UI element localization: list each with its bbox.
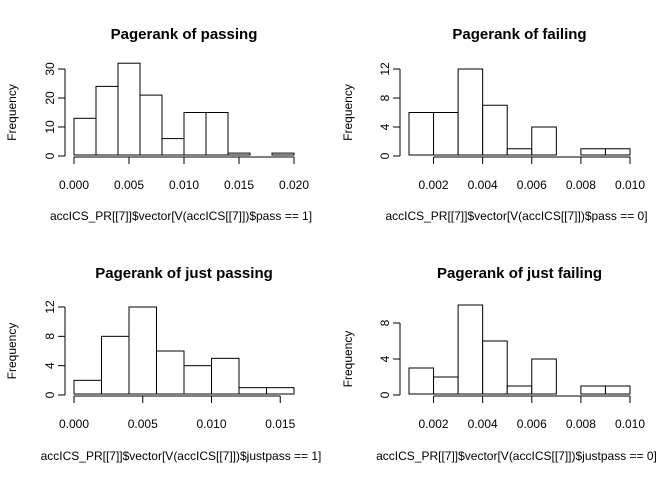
chart-title: Pagerank of just failing: [437, 265, 602, 282]
x-tick-label: 0.005: [128, 417, 158, 431]
x-tick-label: 0.015: [224, 178, 254, 192]
histogram-bar: [531, 358, 557, 395]
histogram-bar: [457, 304, 484, 395]
y-tick-label: 0: [378, 391, 392, 398]
x-axis-label: accICS_PR[[7]]$vector[V(accICS[[7]])$pas…: [385, 209, 647, 223]
chart-title: Pagerank of failing: [452, 26, 586, 43]
x-tick-label: 0.000: [59, 178, 89, 192]
chart-title: Pagerank of passing: [111, 26, 258, 43]
x-tick-label: 0.020: [279, 178, 309, 192]
y-axis-label: Frequency: [341, 331, 355, 388]
histogram-bar: [531, 126, 557, 156]
histogram-bar: [183, 365, 212, 395]
y-tick-label: 0: [378, 152, 392, 159]
histogram-bar: [211, 357, 240, 395]
y-tick-label: 20: [43, 91, 57, 105]
histogram-bar: [604, 148, 631, 156]
x-tick-label: 0.000: [59, 417, 89, 431]
histogram-panel-4: Pagerank of just failing 0.002 0.004 0.006 0…: [341, 265, 657, 463]
histogram-bar: [101, 335, 130, 395]
histogram-panel-1: Pagerank of passing 0.000 0.005 0.010 0.015 0…: [5, 26, 312, 223]
histogram-bar: [580, 148, 606, 156]
y-tick-label: 10: [43, 120, 57, 134]
y-tick-label: 0: [43, 391, 57, 398]
x-tick-label: 0.015: [265, 417, 295, 431]
histogram-bar: [117, 62, 141, 156]
histogram-bar: [95, 85, 119, 156]
y-tick-label: 4: [378, 355, 392, 362]
x-tick-label: 0.008: [566, 417, 596, 431]
x-tick-label: 0.010: [615, 178, 645, 192]
x-tick-label: 0.004: [468, 417, 498, 431]
histogram-bar: [128, 306, 157, 395]
histogram-bar: [73, 117, 97, 156]
histogram-bar: [433, 376, 459, 395]
histogram-bar: [457, 68, 484, 156]
histogram-bar: [238, 387, 267, 395]
histogram-bar: [408, 112, 435, 156]
histogram-bar: [73, 379, 102, 395]
x-axis-label: accICS_PR[[7]]$vector[V(accICS[[7]])$jus…: [376, 449, 657, 463]
y-tick-label: 0: [43, 152, 57, 159]
y-tick-label: 12: [43, 300, 57, 314]
x-tick-label: 0.006: [517, 178, 547, 192]
histogram-bar: [227, 152, 251, 156]
histogram-bar: [139, 94, 163, 156]
x-axis-label: accICS_PR[[7]]$vector[V(accICS[[7]])$pas…: [50, 209, 312, 223]
histogram-bar: [271, 152, 295, 156]
x-tick-label: 0.010: [169, 178, 199, 192]
histogram-bar: [433, 112, 459, 156]
histogram-bar: [506, 385, 533, 395]
histogram-bar: [482, 104, 508, 156]
y-tick-label: 30: [43, 62, 57, 76]
x-axis-label: accICS_PR[[7]]$vector[V(accICS[[7]])$jus…: [41, 449, 322, 463]
x-tick-label: 0.006: [517, 417, 547, 431]
y-tick-label: 8: [378, 319, 392, 326]
histogram-bar: [205, 112, 229, 156]
x-tick-label: 0.008: [566, 178, 596, 192]
chart-title: Pagerank of just passing: [95, 265, 273, 282]
histogram-panel-3: Pagerank of just passing 0.000 0.005 0.010 0…: [5, 265, 321, 463]
y-axis-label: Frequency: [5, 323, 19, 380]
histogram-bar: [161, 138, 185, 156]
histogram-bar: [604, 385, 631, 395]
x-tick-label: 0.002: [419, 178, 449, 192]
histogram-bar: [580, 385, 606, 395]
y-tick-label: 12: [378, 62, 392, 76]
histogram-panel-2: Pagerank of failing 0.002 0.004 0.006 0.008 0…: [341, 26, 648, 223]
y-axis-label: Frequency: [5, 84, 19, 141]
histogram-bar: [266, 387, 295, 395]
x-tick-label: 0.005: [114, 178, 144, 192]
y-tick-label: 4: [43, 362, 57, 369]
histogram-bar: [156, 350, 185, 395]
histogram-bar: [482, 340, 508, 395]
x-tick-label: 0.010: [196, 417, 226, 431]
y-axis-label: Frequency: [341, 84, 355, 141]
x-tick-label: 0.010: [615, 417, 645, 431]
histogram-bar: [408, 367, 435, 395]
x-tick-label: 0.004: [468, 178, 498, 192]
x-tick-label: 0.002: [419, 417, 449, 431]
histogram-bar: [183, 112, 207, 156]
histogram-bar: [506, 148, 533, 156]
y-tick-label: 4: [378, 123, 392, 130]
y-tick-label: 8: [43, 333, 57, 340]
y-tick-label: 8: [378, 94, 392, 101]
